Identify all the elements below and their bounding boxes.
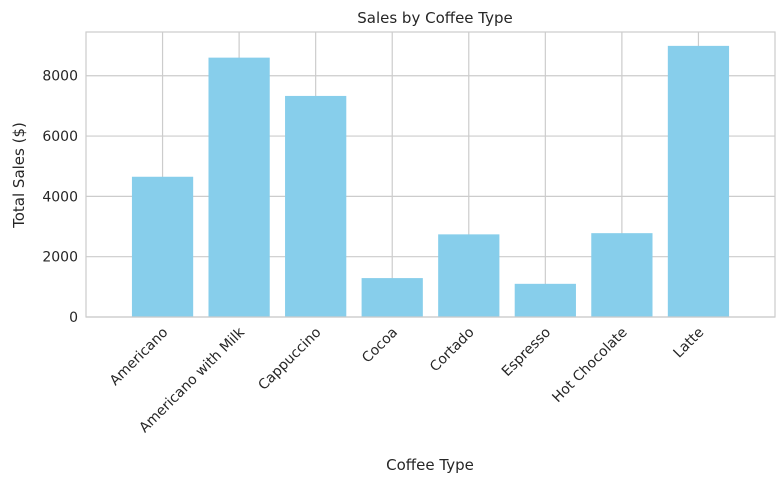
x-tick-label: Cappuccino	[255, 325, 324, 394]
x-tick-label: Cocoa	[359, 325, 401, 367]
x-tick-label: Americano	[107, 325, 171, 389]
y-tick-label: 0	[69, 310, 78, 326]
y-tick-label: 4000	[42, 189, 78, 205]
plot-frame	[85, 31, 776, 318]
x-tick-label: Cortado	[427, 325, 478, 376]
x-tick-label: Espresso	[499, 325, 554, 380]
y-tick-label: 6000	[42, 129, 78, 145]
bar-cocoa	[361, 278, 423, 317]
y-axis-label: Total Sales ($)	[10, 122, 28, 229]
bar-cortado	[438, 234, 500, 317]
bar-americano	[131, 176, 194, 317]
y-tick-labels: 0 2000 4000 6000 8000	[42, 69, 78, 326]
bar-espresso	[514, 283, 576, 317]
y-tick-label: 8000	[42, 69, 78, 85]
bar-hot-chocolate	[591, 233, 653, 317]
bar-latte	[667, 45, 730, 317]
x-tick-label: Hot Chocolate	[549, 325, 630, 406]
x-axis-label: Coffee Type	[386, 456, 474, 474]
bar-cappuccino	[285, 95, 347, 317]
y-tick-label: 2000	[42, 250, 78, 266]
bars	[131, 45, 730, 318]
bar-americano-with-milk	[208, 57, 270, 318]
chart-title: Sales by Coffee Type	[357, 9, 513, 27]
x-tick-label: Latte	[671, 325, 708, 362]
